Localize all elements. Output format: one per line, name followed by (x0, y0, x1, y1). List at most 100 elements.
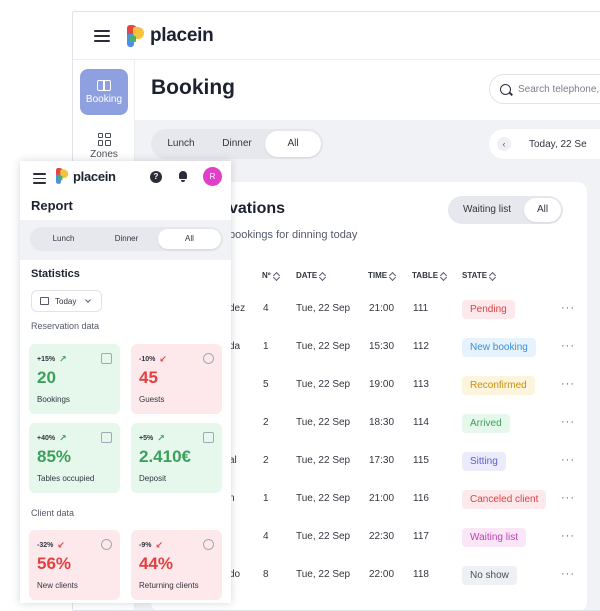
tab-lunch[interactable]: Lunch (167, 138, 195, 149)
table-row[interactable]: da 1 Tue, 22 Sep 15:30 112 New booking ··· (151, 328, 587, 366)
more-options-icon[interactable]: ··· (561, 340, 575, 352)
stat-value: 56% (37, 554, 72, 573)
help-icon[interactable]: ? (150, 171, 162, 183)
avatar[interactable]: R (203, 167, 222, 186)
reservation-data-heading: Reservation data (31, 321, 100, 331)
stat-value: 44% (139, 554, 174, 573)
meal-filter: Lunch Dinner All (30, 227, 223, 251)
add-user-icon (101, 539, 112, 550)
stat-tile[interactable]: +40% ↗ 85% Tables occupied (29, 423, 120, 493)
change-value: -9% (139, 542, 152, 549)
column-header-table[interactable]: TABLE (412, 271, 447, 280)
table-row[interactable]: al 2 Tue, 22 Sep 17:30 115 Sitting ··· (151, 442, 587, 480)
brand-name: placein (150, 25, 214, 46)
table-row[interactable]: n 1 Tue, 22 Sep 21:00 116 Canceled client ··· (151, 480, 587, 518)
sidebar-item-zones[interactable]: Zones (80, 123, 128, 169)
stat-value: 45 (139, 368, 158, 387)
change-value: -10% (139, 356, 156, 363)
stat-tile[interactable]: +5% ↗ 2.410€ Deposit (131, 423, 222, 493)
guest-count: 1 (263, 341, 269, 352)
more-options-icon[interactable]: ··· (561, 492, 575, 504)
guest-count: 2 (263, 417, 269, 428)
tab-lunch[interactable]: Lunch (52, 234, 75, 243)
stat-change: +5% ↗ (139, 433, 165, 444)
stat-change: +15% ↗ (37, 354, 67, 365)
chevron-down-icon (85, 297, 92, 303)
more-options-icon[interactable]: ··· (561, 378, 575, 390)
change-value: +15% (37, 356, 56, 363)
tab-all[interactable]: All (265, 131, 321, 157)
status-badge: Reconfirmed (462, 376, 535, 395)
status-badge: Sitting (462, 452, 506, 471)
status-badge: Pending (462, 300, 515, 319)
table-row[interactable]: 4 Tue, 22 Sep 22:30 117 Waiting list ··· (151, 518, 587, 556)
menu-icon[interactable] (33, 173, 46, 185)
calendar-icon (101, 353, 112, 364)
guest-name: dez (229, 303, 246, 314)
menu-icon[interactable] (94, 30, 110, 42)
stat-tile[interactable]: -10% ↙ 45 Guests (131, 344, 222, 414)
trend-arrow-icon: ↗ (59, 354, 67, 364)
tab-all[interactable]: All (158, 229, 221, 249)
table-row[interactable]: 2 Tue, 22 Sep 18:30 114 Arrived ··· (151, 404, 587, 442)
more-options-icon[interactable]: ··· (561, 530, 575, 542)
change-value: +40% (37, 435, 56, 442)
stat-tile[interactable]: +15% ↗ 20 Bookings (29, 344, 120, 414)
trend-arrow-icon: ↙ (155, 540, 163, 550)
status-badge: Waiting list (462, 528, 526, 547)
sidebar-item-booking[interactable]: Booking (80, 69, 128, 115)
refresh-icon (203, 539, 214, 550)
stat-value: 85% (37, 447, 72, 466)
booking-time: 22:30 (369, 531, 395, 542)
booking-date: Tue, 22 Sep (296, 455, 351, 466)
stat-change: -10% ↙ (139, 354, 167, 365)
column-label: STATE (462, 271, 488, 280)
column-label: Nº (262, 271, 271, 280)
date-label: Today, 22 Se (529, 138, 587, 150)
sort-icon (274, 272, 280, 280)
column-label: TIME (368, 271, 388, 280)
period-dropdown[interactable]: Today (31, 290, 102, 312)
stat-value: 20 (37, 368, 56, 387)
booking-date: Tue, 22 Sep (296, 531, 351, 542)
deposit-icon (203, 432, 214, 443)
table-row[interactable]: do 8 Tue, 22 Sep 22:00 118 No show ··· (151, 556, 587, 594)
date-selector[interactable]: ‹ Today, 22 Se (489, 129, 600, 159)
search-input[interactable]: Search telephone, ... (489, 74, 600, 104)
chevron-left-icon[interactable]: ‹ (497, 137, 511, 151)
booking-time: 21:00 (369, 493, 395, 504)
column-header-date[interactable]: DATE (296, 271, 326, 280)
guest-count: 5 (263, 379, 269, 390)
tab-all-reservations[interactable]: All (523, 198, 562, 222)
column-header-number[interactable]: Nº (262, 271, 280, 280)
tab-dinner[interactable]: Dinner (114, 234, 139, 243)
more-options-icon[interactable]: ··· (561, 454, 575, 466)
stat-tile[interactable]: -9% ↙ 44% Returning clients (131, 530, 222, 600)
status-badge: Arrived (462, 414, 510, 433)
tab-dinner[interactable]: Dinner (222, 138, 252, 149)
bell-icon[interactable] (178, 170, 188, 182)
booking-time: 22:00 (369, 569, 395, 580)
stat-label: Deposit (139, 474, 167, 483)
booking-date: Tue, 22 Sep (296, 379, 351, 390)
more-options-icon[interactable]: ··· (561, 568, 575, 580)
more-options-icon[interactable]: ··· (561, 416, 575, 428)
table-row[interactable]: 5 Tue, 22 Sep 19:00 113 Reconfirmed ··· (151, 366, 587, 404)
sort-icon (441, 272, 447, 280)
meal-filter: Lunch Dinner All (151, 129, 323, 159)
column-label: TABLE (412, 271, 439, 280)
booking-time: 19:00 (369, 379, 395, 390)
column-header-state[interactable]: STATE (462, 271, 496, 280)
sort-icon (490, 272, 496, 280)
column-header-time[interactable]: TIME (368, 271, 396, 280)
tab-waiting-list[interactable]: Waiting list (463, 204, 511, 215)
table-row[interactable]: dez 4 Tue, 22 Sep 21:00 111 Pending ··· (151, 290, 587, 328)
table-number: 115 (413, 455, 429, 466)
stat-tile[interactable]: -32% ↙ 56% New clients (29, 530, 120, 600)
more-options-icon[interactable]: ··· (561, 302, 575, 314)
stat-label: Bookings (37, 395, 70, 404)
change-value: -32% (37, 542, 54, 549)
booking-time: 21:00 (369, 303, 395, 314)
brand-name: placein (73, 168, 116, 184)
brand-logo: placein (127, 25, 214, 47)
